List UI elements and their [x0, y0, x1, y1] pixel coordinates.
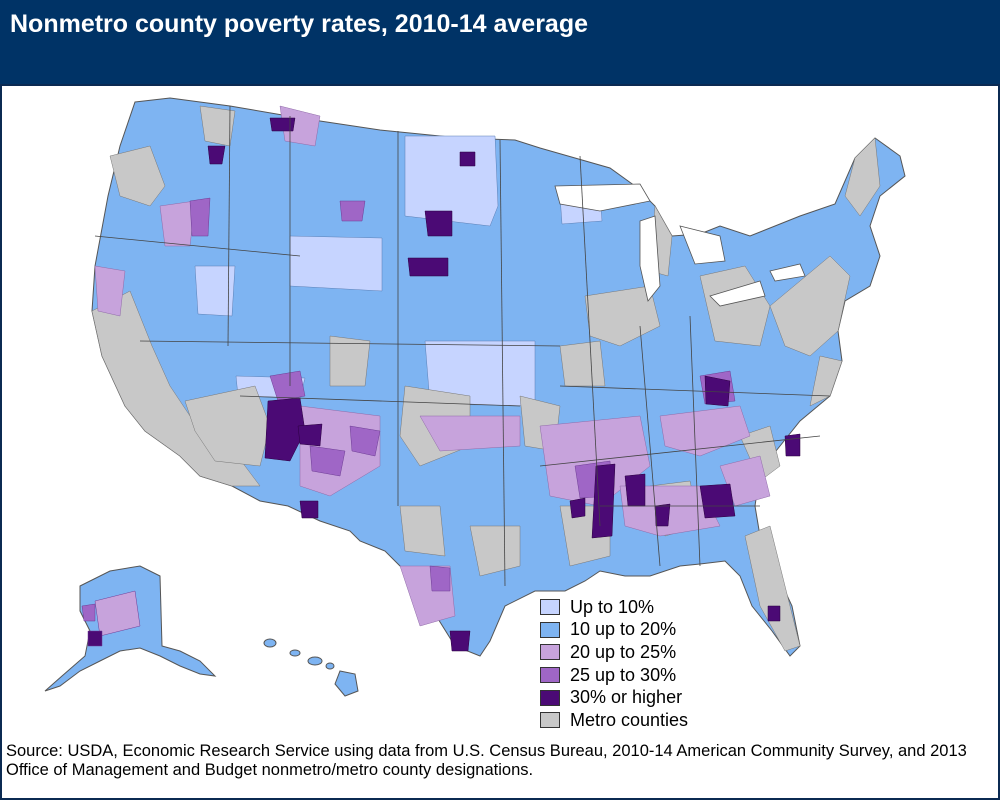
source-note: Source: USDA, Economic Research Service … [6, 742, 967, 779]
legend-swatch [540, 644, 560, 661]
legend-item-metro-counties: Metro counties [540, 709, 688, 732]
legend-label: Up to 10% [570, 596, 655, 617]
legend-label: 20 up to 25% [570, 641, 677, 662]
metro-county-regions [91, 105, 881, 652]
hawaii-shape [263, 638, 359, 697]
state-boundaries [94, 105, 831, 587]
legend-label: 10 up to 20% [570, 619, 677, 640]
legend-swatch [540, 599, 560, 616]
legend-item-30-or-higher: 30% or higher [540, 686, 688, 709]
title-banner: Nonmetro county poverty rates, 2010-14 a… [0, 0, 1000, 86]
legend-item-25-up-to-30: 25 up to 30% [540, 664, 688, 687]
legend: Up to 10% 10 up to 20% 20 up to 25% 25 u… [540, 596, 688, 732]
legend-item-up-to-10: Up to 10% [540, 596, 688, 619]
map-frame [0, 86, 1000, 800]
legend-swatch [540, 621, 560, 638]
legend-swatch [540, 667, 560, 684]
legend-label: 25 up to 30% [570, 664, 677, 685]
great-lakes [554, 183, 806, 307]
legend-item-20-up-to-25: 20 up to 25% [540, 641, 688, 664]
us-county-poverty-map [44, 97, 906, 697]
legend-swatch [540, 689, 560, 706]
legend-label: 30% or higher [570, 687, 683, 708]
legend-label: Metro counties [570, 709, 689, 730]
legend-swatch [540, 712, 560, 729]
map-title: Nonmetro county poverty rates, 2010-14 a… [10, 10, 589, 38]
alaska-poverty-regions [81, 590, 141, 647]
legend-item-10-up-to-20: 10 up to 20% [540, 619, 688, 642]
